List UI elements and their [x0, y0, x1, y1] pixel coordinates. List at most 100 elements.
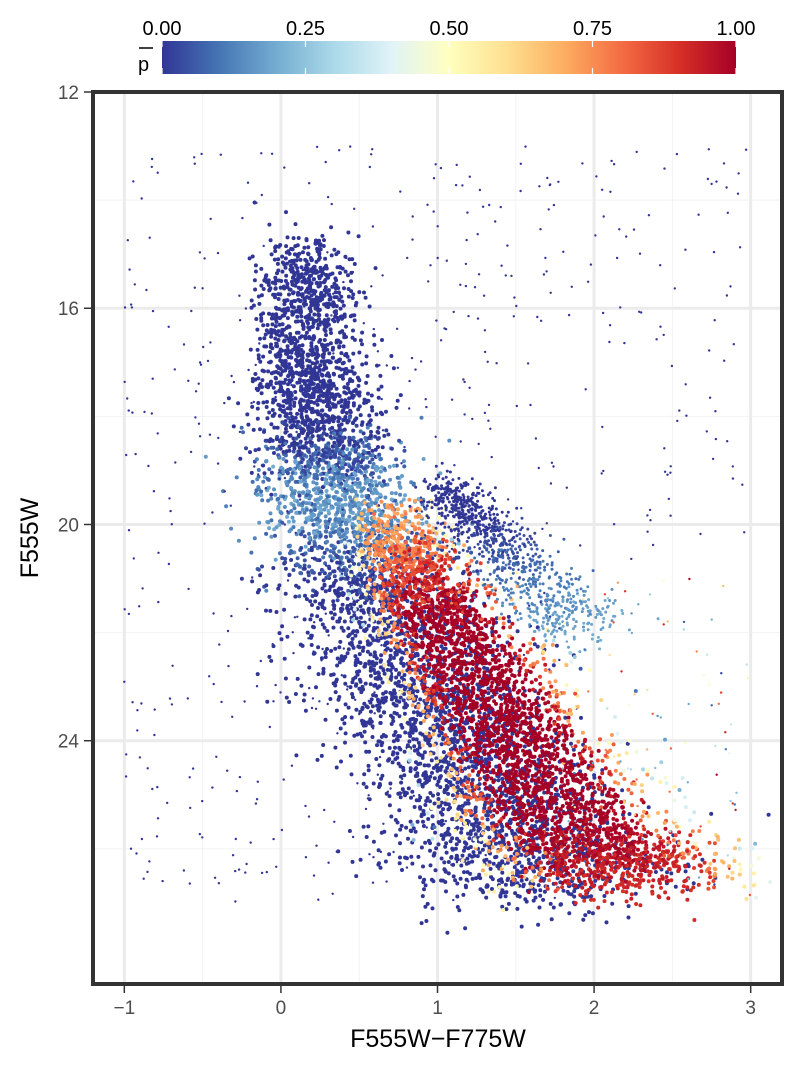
data-point [303, 334, 308, 339]
data-point [285, 344, 290, 349]
data-point [317, 248, 321, 253]
data-point [304, 383, 309, 388]
data-point [355, 477, 360, 482]
data-point [306, 245, 311, 250]
data-point [323, 651, 328, 656]
data-point [296, 563, 300, 567]
data-point [646, 805, 651, 810]
data-point [394, 833, 398, 838]
data-point [269, 334, 274, 339]
data-point [317, 558, 322, 563]
data-point [536, 922, 541, 927]
data-point [370, 465, 375, 470]
data-point [340, 503, 345, 508]
data-point [272, 527, 277, 532]
data-point [438, 785, 443, 790]
data-point [307, 386, 312, 391]
data-point [345, 447, 350, 452]
data-point [314, 685, 318, 690]
data-point [354, 707, 359, 712]
data-point [244, 446, 248, 451]
data-point [413, 727, 418, 732]
data-point [423, 904, 428, 909]
data-point [419, 921, 424, 926]
data-point [278, 358, 283, 363]
data-point [255, 327, 260, 332]
data-point [272, 425, 277, 430]
data-point [669, 871, 674, 876]
data-point [328, 272, 333, 277]
data-point [260, 378, 265, 383]
data-point [381, 733, 386, 737]
data-point [443, 880, 448, 884]
data-point [331, 603, 336, 607]
data-point [288, 287, 293, 292]
data-point [286, 544, 291, 549]
data-point [432, 851, 437, 856]
data-point [533, 895, 538, 900]
data-point [306, 464, 311, 468]
data-point [318, 265, 323, 270]
data-point [343, 494, 347, 499]
data-point [428, 863, 433, 868]
data-point [263, 438, 268, 443]
data-point [289, 366, 294, 370]
data-point [446, 871, 451, 876]
data-point [255, 477, 260, 482]
data-point [368, 673, 373, 678]
data-point [255, 590, 260, 595]
data-point [285, 634, 290, 639]
data-point [350, 636, 355, 641]
colorbar-tick-label: 0.00 [143, 18, 182, 40]
data-point [421, 457, 426, 461]
data-point [466, 765, 471, 770]
data-point [410, 667, 415, 672]
data-point [272, 487, 276, 492]
data-point [311, 624, 315, 629]
data-point [461, 848, 466, 853]
data-point [342, 332, 347, 337]
data-point [313, 599, 318, 604]
data-point [319, 290, 324, 295]
data-point [340, 607, 345, 612]
data-point [316, 434, 321, 439]
data-point [367, 642, 372, 647]
data-point [293, 471, 298, 476]
data-point [287, 433, 292, 438]
data-point [346, 705, 351, 710]
data-point [298, 571, 303, 575]
data-point [418, 670, 423, 675]
data-point [378, 865, 383, 870]
data-point [382, 829, 387, 834]
data-point [347, 415, 352, 420]
data-point [338, 357, 342, 362]
data-point [504, 793, 509, 798]
data-point [447, 438, 452, 443]
data-point [347, 581, 352, 585]
data-point [296, 419, 301, 424]
data-point [323, 329, 328, 333]
data-point [336, 497, 341, 502]
data-point [231, 424, 236, 429]
data-point [352, 337, 357, 342]
data-point [400, 787, 405, 792]
data-point [259, 266, 264, 271]
data-point [336, 400, 341, 405]
data-point [432, 776, 437, 781]
data-point [353, 449, 358, 454]
data-point [306, 447, 311, 452]
data-point [374, 757, 379, 761]
data-point [357, 393, 362, 398]
data-point [590, 796, 595, 801]
data-point [368, 434, 373, 438]
data-point [333, 404, 338, 409]
data-point [351, 476, 356, 481]
data-point [257, 520, 262, 525]
data-point [418, 731, 423, 736]
data-point [284, 273, 289, 278]
data-point [256, 468, 261, 472]
data-point [337, 416, 342, 421]
data-point [519, 870, 524, 875]
data-point [261, 354, 266, 359]
data-point [273, 398, 278, 403]
